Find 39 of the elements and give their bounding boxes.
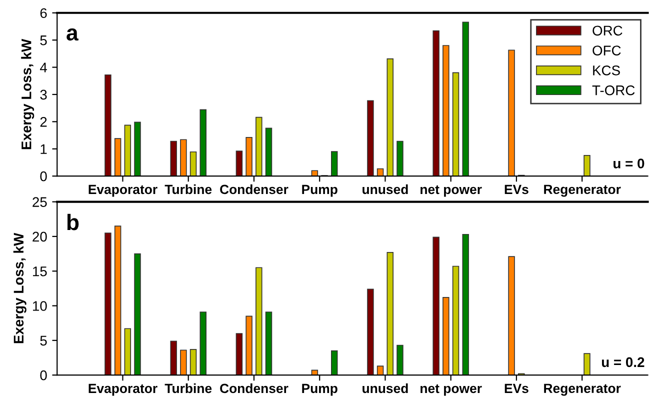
x-tick-label: Pump (302, 384, 338, 396)
x-tick-label: unused (362, 383, 408, 394)
annotation: u = 0.2 (602, 357, 644, 368)
x-tick-label: Condenser (220, 184, 288, 194)
x-tick-label: Regenerator (544, 384, 621, 396)
y-tick-label: 0 (40, 370, 47, 380)
x-tick-label: Turbine (164, 383, 212, 394)
legend-label: OFC (592, 46, 621, 56)
y-tick-label: 1 (40, 144, 47, 154)
annotation: u = 0 (614, 158, 644, 168)
annotation: a (66, 28, 78, 41)
x-tick-label: net power (420, 384, 482, 396)
y-tick-label: 0 (40, 171, 47, 182)
y-tick-label: 5 (40, 336, 47, 346)
y-axis-title: Exergy Loss, kW (13, 232, 26, 344)
y-tick-label: 5 (40, 36, 47, 46)
y-tick-label: 25 (32, 197, 47, 207)
x-tick-label: Regenerator (544, 184, 621, 197)
y-tick-label: 15 (33, 266, 47, 276)
x-tick-label: unused (362, 184, 408, 194)
x-tick-label: net power (420, 185, 482, 197)
legend-label: KCS (593, 66, 620, 76)
y-tick-label: 4 (40, 62, 47, 72)
y-tick-label: 6 (40, 8, 47, 18)
x-tick-label: EVs (504, 384, 528, 394)
x-tick-label: Condenser (220, 383, 288, 394)
y-axis-title: Exergy Loss, kW (21, 38, 34, 150)
x-tick-label: Pump (302, 184, 338, 197)
y-tick-label: 2 (40, 117, 47, 127)
y-tick-label: 3 (40, 90, 47, 100)
legend-label: ORC (592, 26, 622, 36)
legend-label: T-ORC (592, 85, 635, 96)
x-tick-label: EVs (504, 184, 528, 194)
x-tick-label: Turbine (164, 184, 212, 194)
y-tick-label: 10 (33, 301, 47, 311)
y-tick-label: 20 (32, 232, 47, 242)
x-tick-label: Evaporator (88, 184, 158, 197)
x-tick-label: Evaporator (88, 384, 158, 396)
annotation: b (67, 214, 79, 230)
